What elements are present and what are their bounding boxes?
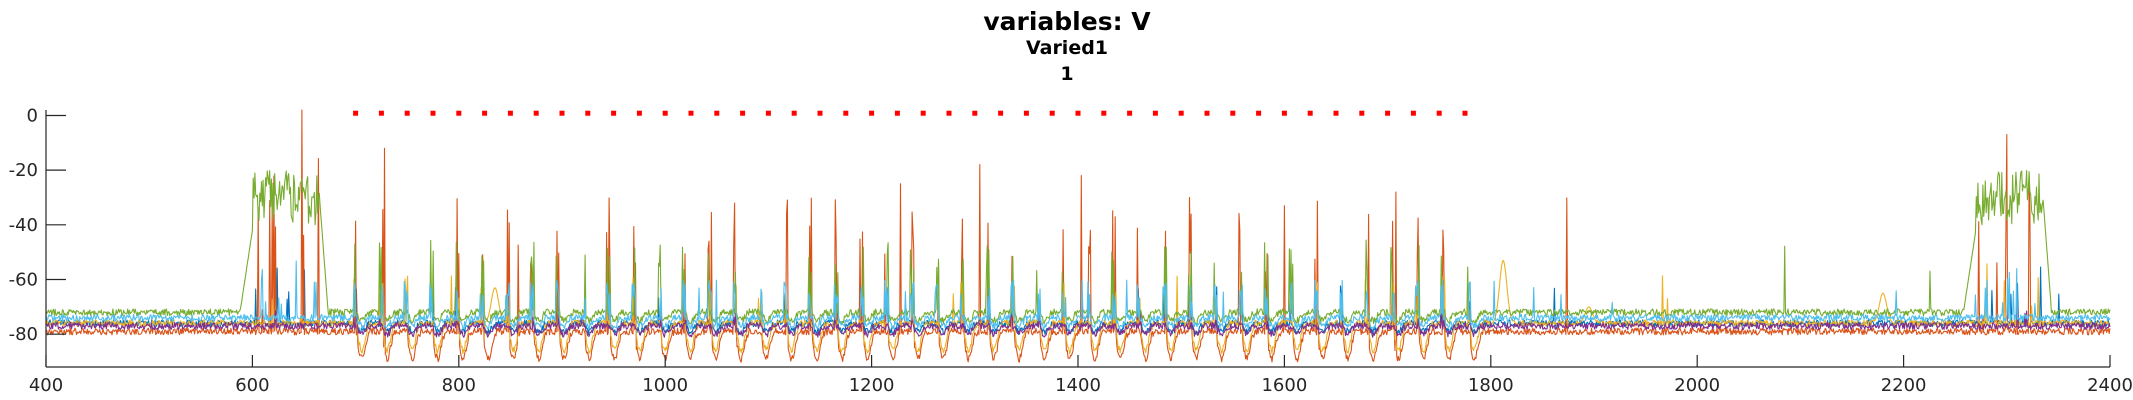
- series-line-4: [45, 306, 2111, 338]
- stimulus-marker: [507, 110, 513, 116]
- x-tick-label: 1600: [1261, 375, 1307, 396]
- x-tick-label: 1400: [1055, 375, 1101, 396]
- stimulus-marker: [1385, 110, 1391, 116]
- y-tick-label: 0: [27, 105, 38, 126]
- stimulus-marker: [1127, 110, 1133, 116]
- stimulus-marker: [430, 110, 436, 116]
- stimulus-marker: [1101, 110, 1107, 116]
- stimulus-marker: [611, 110, 617, 116]
- stimulus-marker: [585, 110, 591, 116]
- x-tick-label: 2400: [2087, 375, 2133, 396]
- stimulus-marker: [765, 110, 771, 116]
- stimulus-marker: [636, 110, 642, 116]
- chart-subtitle-2: 1: [1060, 63, 1073, 85]
- stimulus-marker: [1333, 110, 1339, 116]
- stimulus-marker: [1462, 110, 1468, 116]
- x-tick-label: 2000: [1674, 375, 1720, 396]
- stimulus-marker: [791, 110, 797, 116]
- x-tick-label: 600: [235, 375, 269, 396]
- y-tick-label: -60: [9, 270, 38, 291]
- stimulus-marker: [1230, 110, 1236, 116]
- chart-subtitle: Varied1: [1026, 37, 1108, 59]
- stimulus-marker: [920, 110, 926, 116]
- stimulus-marker: [1178, 110, 1184, 116]
- stimulus-marker: [1436, 110, 1442, 116]
- stimulus-marker: [1307, 110, 1313, 116]
- stimulus-marker: [714, 110, 720, 116]
- stimulus-marker: [817, 110, 823, 116]
- stimulus-marker: [533, 110, 539, 116]
- stimulus-marker: [998, 110, 1004, 116]
- stimulus-marker: [1023, 110, 1029, 116]
- stimulus-marker: [1075, 110, 1081, 116]
- series-line-5: [45, 169, 2111, 325]
- x-tick-label: 1800: [1468, 375, 1514, 396]
- stimulus-marker: [843, 110, 849, 116]
- stimulus-marker: [662, 110, 668, 116]
- stimulus-marker: [456, 110, 462, 116]
- axis-layer: 400 600 800 1000 1200 1400 1600 1800 2000 2200 240…: [9, 105, 2133, 396]
- stimulus-marker: [688, 110, 694, 116]
- stimulus-marker: [1152, 110, 1158, 116]
- stimulus-marker: [894, 110, 900, 116]
- stimulus-marker: [1049, 110, 1055, 116]
- stimulus-marker: [378, 110, 384, 116]
- stimulus-marker: [1281, 110, 1287, 116]
- stimulus-marker: [972, 110, 978, 116]
- stimulus-marker: [404, 110, 410, 116]
- series-layer: [45, 109, 2111, 363]
- stimulus-marker: [1359, 110, 1365, 116]
- stimulus-marker: [1256, 110, 1262, 116]
- stimulus-marker: [869, 110, 875, 116]
- stimulus-marker-layer: [353, 110, 1468, 116]
- stimulus-marker: [1204, 110, 1210, 116]
- stimulus-marker: [946, 110, 952, 116]
- stimulus-marker: [559, 110, 565, 116]
- series-line-2: [45, 109, 2111, 363]
- x-tick-label: 1200: [849, 375, 895, 396]
- stimulus-marker: [1410, 110, 1416, 116]
- series-line-6: [45, 260, 2111, 330]
- y-tick-label: -80: [9, 324, 38, 345]
- x-tick-label: 800: [442, 375, 476, 396]
- x-tick-label: 2200: [1881, 375, 1927, 396]
- x-tick-label: 400: [29, 375, 63, 396]
- stimulus-marker: [740, 110, 746, 116]
- y-tick-label: -40: [9, 215, 38, 236]
- y-tick-label: -20: [9, 160, 38, 181]
- x-tick-label: 1000: [642, 375, 688, 396]
- stimulus-marker: [482, 110, 488, 116]
- stimulus-marker: [353, 110, 359, 116]
- chart-title: variables: V: [983, 7, 1151, 36]
